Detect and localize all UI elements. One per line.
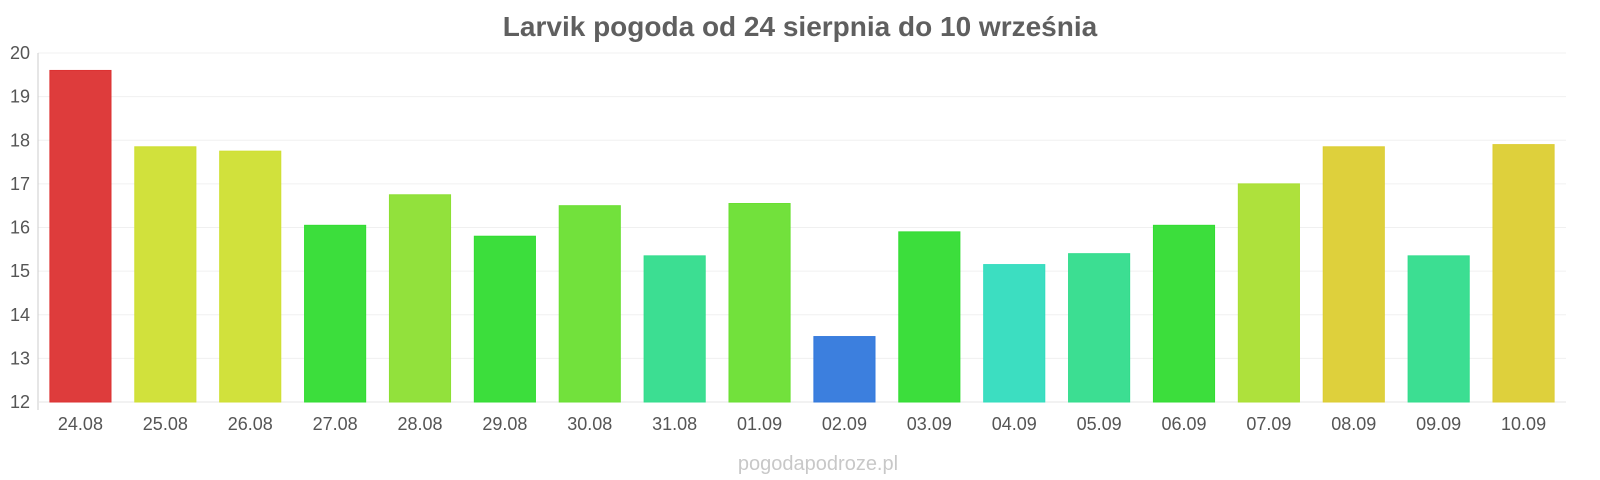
x-tick-label: 09.09 bbox=[1416, 414, 1461, 434]
bar[interactable] bbox=[1237, 183, 1300, 403]
y-tick-label: 16 bbox=[10, 218, 30, 238]
x-tick-label: 04.09 bbox=[992, 414, 1037, 434]
bars bbox=[49, 69, 1555, 403]
x-tick-label: 07.09 bbox=[1246, 414, 1291, 434]
bar[interactable] bbox=[983, 264, 1046, 403]
x-tick-label: 08.09 bbox=[1331, 414, 1376, 434]
x-tick-labels: 24.08 25.08 26.08 27.08 28.08 29.08 30.08 31.08… bbox=[58, 414, 1546, 434]
bar[interactable] bbox=[643, 255, 706, 403]
y-tick-labels: 12 13 14 15 16 17 18 19 20 bbox=[10, 43, 30, 412]
x-tick-label: 06.09 bbox=[1161, 414, 1206, 434]
x-tick-label: 02.09 bbox=[822, 414, 867, 434]
bar[interactable] bbox=[898, 231, 961, 403]
bar[interactable] bbox=[813, 336, 876, 403]
x-tick-label: 27.08 bbox=[313, 414, 358, 434]
x-tick-label: 03.09 bbox=[907, 414, 952, 434]
y-tick-label: 14 bbox=[10, 305, 30, 325]
x-tick-label: 10.09 bbox=[1501, 414, 1546, 434]
watermark: pogodapodroze.pl bbox=[738, 453, 898, 475]
axes bbox=[37, 53, 1566, 410]
y-tick-label: 13 bbox=[10, 348, 30, 368]
bar[interactable] bbox=[49, 69, 112, 403]
y-tick-label: 15 bbox=[10, 261, 30, 281]
bar[interactable] bbox=[1407, 255, 1470, 403]
bar[interactable] bbox=[1152, 224, 1216, 403]
bar[interactable] bbox=[388, 194, 452, 403]
bar[interactable] bbox=[1068, 253, 1131, 403]
x-tick-label: 24.08 bbox=[58, 414, 103, 434]
bar[interactable] bbox=[473, 235, 536, 403]
x-tick-label: 26.08 bbox=[228, 414, 273, 434]
bar[interactable] bbox=[728, 203, 791, 403]
x-tick-label: 01.09 bbox=[737, 414, 782, 434]
bar[interactable] bbox=[1322, 146, 1385, 403]
x-tick-label: 28.08 bbox=[397, 414, 442, 434]
y-tick-label: 18 bbox=[10, 130, 30, 150]
x-tick-label: 30.08 bbox=[567, 414, 612, 434]
y-tick-label: 19 bbox=[10, 87, 30, 107]
bar[interactable] bbox=[219, 150, 282, 403]
x-tick-label: 25.08 bbox=[143, 414, 188, 434]
bar[interactable] bbox=[1492, 144, 1555, 403]
y-tick-label: 17 bbox=[10, 174, 30, 194]
chart-title: Larvik pogoda od 24 sierpnia do 10 wrześ… bbox=[503, 11, 1098, 42]
grid-lines bbox=[38, 52, 1566, 359]
bar[interactable] bbox=[304, 224, 367, 403]
x-tick-label: 29.08 bbox=[482, 414, 527, 434]
bar[interactable] bbox=[134, 146, 197, 403]
y-tick-label: 20 bbox=[10, 43, 30, 63]
x-tick-label: 05.09 bbox=[1077, 414, 1122, 434]
x-tick-label: 31.08 bbox=[652, 414, 697, 434]
bar[interactable] bbox=[558, 205, 621, 403]
y-tick-label: 12 bbox=[10, 392, 30, 412]
